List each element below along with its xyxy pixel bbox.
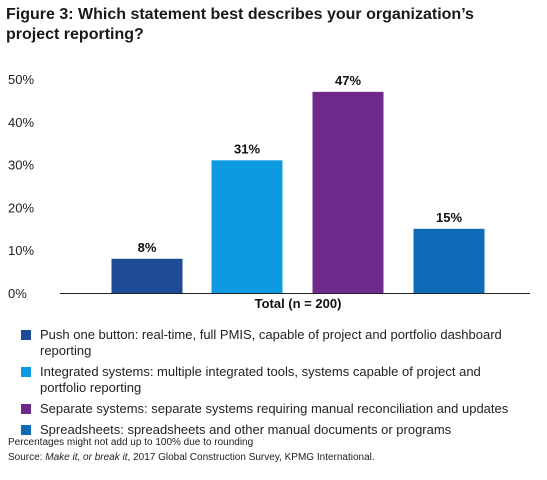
legend-label-line: reporting: [40, 343, 92, 358]
bar: [111, 258, 183, 293]
bar-data-label: 8%: [138, 240, 157, 255]
y-tick-label: 40%: [8, 115, 34, 130]
legend-item-integrated-systems: Integrated systems: multiple integrated …: [21, 364, 531, 396]
source-rest: , 2017 Global Construction Survey, KPMG …: [127, 452, 375, 463]
legend-label: Spreadsheets: spreadsheets and other man…: [40, 422, 451, 438]
legend-label: Integrated systems: multiple integrated …: [40, 364, 481, 396]
legend-swatch-integrated-systems: [21, 367, 31, 377]
bar: [413, 228, 485, 293]
source-note: Source: Make it, or break it, 2017 Globa…: [8, 451, 375, 464]
x-axis-label: Total (n = 200): [255, 296, 342, 311]
y-tick-label: 30%: [8, 158, 34, 173]
source-title: Make it, or break it: [45, 452, 128, 463]
legend-item-separate-systems: Separate systems: separate systems requi…: [21, 401, 531, 417]
y-tick-label: 0%: [8, 286, 27, 301]
bar-data-label: 15%: [436, 210, 462, 225]
data-labels: 8% 31% 47% 15%: [138, 73, 463, 255]
legend: Push one button: real-time, full PMIS, c…: [21, 327, 531, 443]
legend-label-line: Spreadsheets: spreadsheets and other man…: [40, 422, 452, 437]
legend-swatch-separate-systems: [21, 404, 31, 414]
legend-item-spreadsheets: Spreadsheets: spreadsheets and other man…: [21, 422, 531, 438]
rounding-note: Percentages might not add up to 100% due…: [8, 437, 254, 448]
legend-label-line: portfolio reporting: [40, 380, 142, 395]
legend-label-line: Push one button: real-time, full PMIS, c…: [40, 327, 502, 342]
legend-label: Push one button: real-time, full PMIS, c…: [40, 327, 502, 359]
y-tick-label: 20%: [8, 200, 34, 215]
legend-label: Separate systems: separate systems requi…: [40, 401, 508, 417]
y-tick-label: 50%: [8, 72, 34, 87]
bar: [211, 160, 283, 293]
legend-label-line: Integrated systems: multiple integrated …: [40, 364, 481, 379]
legend-item-push-one-button: Push one button: real-time, full PMIS, c…: [21, 327, 531, 359]
bar-chart: 0% 10% 20% 30% 40% 50% 8% 31% 47% 15% Total (n =…: [8, 72, 530, 311]
legend-swatch-spreadsheets: [21, 425, 31, 435]
chart-title-line-1: Figure 3: Which statement best describes…: [6, 6, 474, 23]
legend-swatch-push-one-button: [21, 330, 31, 340]
source-prefix: Source:: [8, 452, 46, 463]
y-tick-label: 10%: [8, 243, 34, 258]
bar-data-label: 31%: [234, 141, 260, 156]
legend-label-line: Separate systems: separate systems requi…: [40, 401, 509, 416]
chart-title-line-2: project reporting?: [6, 26, 144, 43]
bar-data-label: 47%: [335, 73, 361, 88]
bar: [312, 91, 384, 293]
chart-title: Figure 3: Which statement best describes…: [6, 5, 536, 45]
y-axis: 0% 10% 20% 30% 40% 50%: [8, 72, 34, 301]
bars: [111, 91, 485, 293]
